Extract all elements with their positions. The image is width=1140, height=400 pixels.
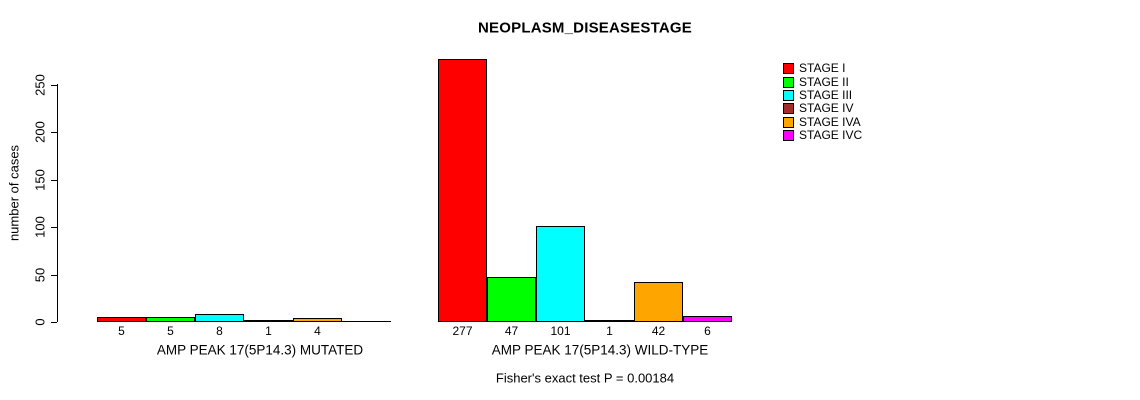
legend-label: STAGE IVC (799, 128, 863, 143)
legend-swatch-icon (783, 103, 794, 115)
chart-title: NEOPLASM_DISEASESTAGE (478, 19, 692, 37)
legend-item-stage-ii: STAGE II (783, 75, 862, 88)
bar-stage-ivc-wild-type (683, 316, 732, 322)
bar-stage-ivc-mutated (342, 321, 391, 322)
y-tick-label-200: 200 (32, 121, 48, 143)
legend-label: STAGE II (799, 74, 849, 89)
bar-stage-iva-wild-type (634, 282, 683, 322)
group-label-1: AMP PEAK 17(5P14.3) WILD-TYPE (491, 342, 709, 358)
bar-count-label: 277 (452, 324, 473, 338)
bar-stage-ii-wild-type (487, 277, 536, 322)
legend-swatch-icon (783, 63, 794, 75)
bar-stage-iv-wild-type (585, 320, 634, 322)
legend: STAGE I STAGE II STAGE III STAGE IV STAGE IV… (783, 62, 862, 142)
legend-swatch-icon (783, 116, 794, 128)
legend-label: STAGE I (799, 61, 846, 76)
bar-count-label: 1 (606, 324, 613, 338)
legend-swatch-icon (783, 130, 794, 142)
legend-item-stage-iv: STAGE IV (783, 102, 862, 115)
bar-count-label: 6 (704, 324, 711, 338)
bar-count-label: 5 (167, 324, 174, 338)
bar-stage-iii-mutated (195, 314, 244, 322)
bar-count-label: 42 (651, 324, 666, 338)
legend-label: STAGE III (799, 87, 853, 102)
bar-count-label: 8 (216, 324, 223, 338)
y-tick-mark-250 (51, 84, 57, 86)
y-tick-label-50: 50 (32, 267, 48, 282)
bar-stage-i-wild-type (438, 59, 487, 322)
y-tick-mark-100 (51, 227, 57, 228)
bar-count-label: 4 (314, 324, 321, 338)
legend-label: STAGE IV (799, 101, 854, 116)
legend-item-stage-iii: STAGE III (783, 87, 862, 102)
bar-stage-iii-wild-type (536, 226, 585, 322)
legend-swatch-icon (783, 76, 794, 88)
y-axis-title: number of cases (6, 144, 22, 242)
legend-item-stage-ivc: STAGE IVC (783, 129, 862, 142)
bar-stage-i-mutated (97, 317, 146, 322)
bar-stage-ii-mutated (146, 317, 195, 322)
y-tick-mark-150 (51, 179, 57, 181)
y-tick-label-0: 0 (32, 318, 48, 326)
y-tick-label-250: 250 (32, 73, 48, 96)
bar-count-label: 1 (265, 324, 272, 338)
legend-swatch-icon (783, 89, 794, 101)
bar-stage-iva-mutated (293, 318, 342, 322)
y-tick-mark-200 (51, 132, 57, 133)
bar-count-label: 101 (550, 324, 571, 338)
legend-label: STAGE IVA (799, 114, 861, 129)
legend-item-stage-i: STAGE I (783, 62, 862, 75)
group-label-0: AMP PEAK 17(5P14.3) MUTATED (156, 342, 364, 358)
y-tick-label-150: 150 (32, 168, 48, 191)
bar-stage-iv-mutated (244, 320, 293, 322)
y-tick-mark-0 (51, 322, 57, 323)
y-tick-label-100: 100 (32, 216, 48, 238)
bar-count-label: 47 (504, 324, 519, 338)
legend-item-stage-iva: STAGE IVA (783, 114, 862, 129)
y-tick-mark-50 (51, 274, 57, 276)
y-axis-line (57, 84, 58, 322)
bar-count-label: 5 (118, 324, 125, 338)
fisher-test-annotation: Fisher's exact test P = 0.00184 (495, 370, 675, 386)
